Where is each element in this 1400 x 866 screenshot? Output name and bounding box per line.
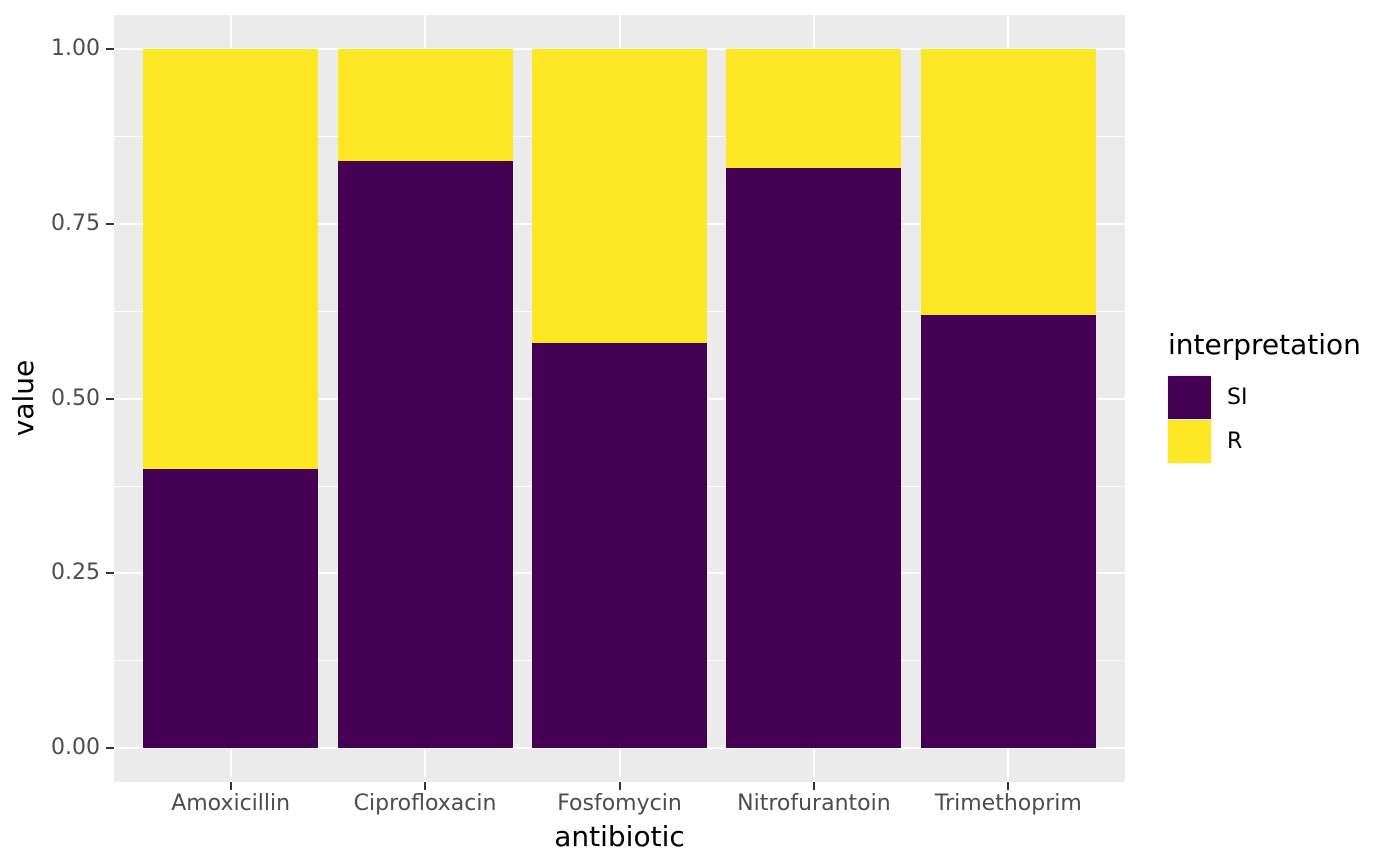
y-tick-mark bbox=[106, 222, 114, 225]
y-tick-label: 0.00 bbox=[51, 735, 100, 761]
legend-entry-r: R bbox=[1167, 418, 1361, 464]
x-tick-mark bbox=[229, 782, 232, 790]
x-tick-mark bbox=[812, 782, 815, 790]
bar-segment-nitrofurantoin-r bbox=[726, 49, 902, 168]
x-tick-label-fosfomycin: Fosfomycin bbox=[557, 791, 682, 816]
bar-segment-ciprofloxacin-r bbox=[337, 49, 513, 161]
plot-panel bbox=[114, 15, 1125, 782]
bar-segment-fosfomycin-si bbox=[532, 342, 707, 749]
y-tick-label: 0.75 bbox=[51, 210, 100, 236]
y-tick-label: 1.00 bbox=[51, 36, 100, 61]
x-tick-mark bbox=[1007, 782, 1010, 790]
bar-segment-nitrofurantoin-si bbox=[726, 167, 902, 749]
legend-label: R bbox=[1227, 428, 1243, 454]
legend-key-swatch-r bbox=[1167, 418, 1212, 464]
x-tick-label-ciprofloxacin: Ciprofloxacin bbox=[353, 791, 497, 816]
x-tick-label-amoxicillin: Amoxicillin bbox=[171, 791, 291, 816]
x-tick-mark bbox=[424, 782, 427, 790]
x-tick-mark bbox=[618, 782, 621, 790]
y-tick-mark bbox=[106, 397, 114, 400]
y-tick-label: 0.50 bbox=[51, 385, 100, 411]
legend-label: SI bbox=[1227, 384, 1248, 410]
bar-segment-amoxicillin-si bbox=[143, 468, 319, 749]
legend-entries: SI R bbox=[1167, 374, 1361, 464]
y-tick-label: 0.25 bbox=[51, 560, 100, 586]
legend: interpretation SI R bbox=[1167, 328, 1361, 464]
bar-segment-amoxicillin-r bbox=[143, 49, 319, 469]
legend-entry-si: SI bbox=[1167, 374, 1361, 420]
bar-segment-trimethoprim-si bbox=[920, 314, 1096, 749]
bar-segment-fosfomycin-r bbox=[532, 49, 707, 343]
legend-key-swatch-si bbox=[1167, 374, 1212, 420]
x-axis-title: antibiotic bbox=[554, 820, 685, 853]
x-tick-label-trimethoprim: Trimethoprim bbox=[934, 791, 1082, 816]
y-tick-mark bbox=[106, 48, 114, 50]
bar-segment-ciprofloxacin-si bbox=[337, 160, 513, 749]
legend-title: interpretation bbox=[1168, 328, 1361, 361]
x-tick-label-nitrofurantoin: Nitrofurantoin bbox=[737, 791, 891, 816]
y-tick-mark bbox=[106, 572, 114, 575]
bar-segment-trimethoprim-r bbox=[920, 49, 1096, 315]
y-tick-mark bbox=[106, 747, 114, 750]
